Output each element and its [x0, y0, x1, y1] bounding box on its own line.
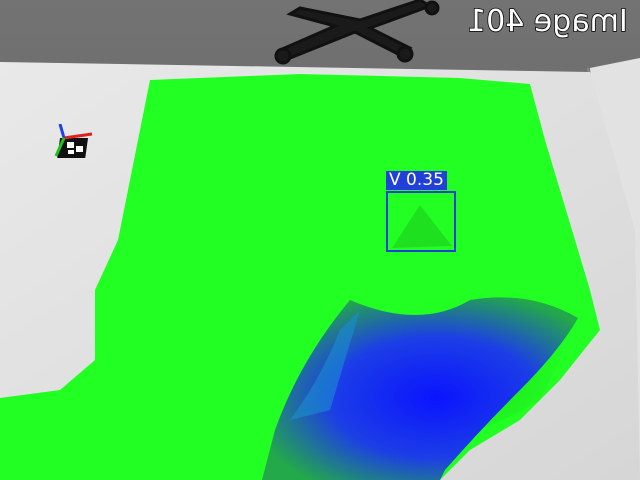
aruco-marker-axes-icon	[54, 124, 93, 158]
detection-label: V 0.35	[386, 171, 447, 190]
detection-box	[386, 191, 456, 252]
image-label: Image 401	[466, 3, 628, 40]
mesh-peak	[392, 205, 452, 248]
chair-base	[274, 0, 440, 65]
